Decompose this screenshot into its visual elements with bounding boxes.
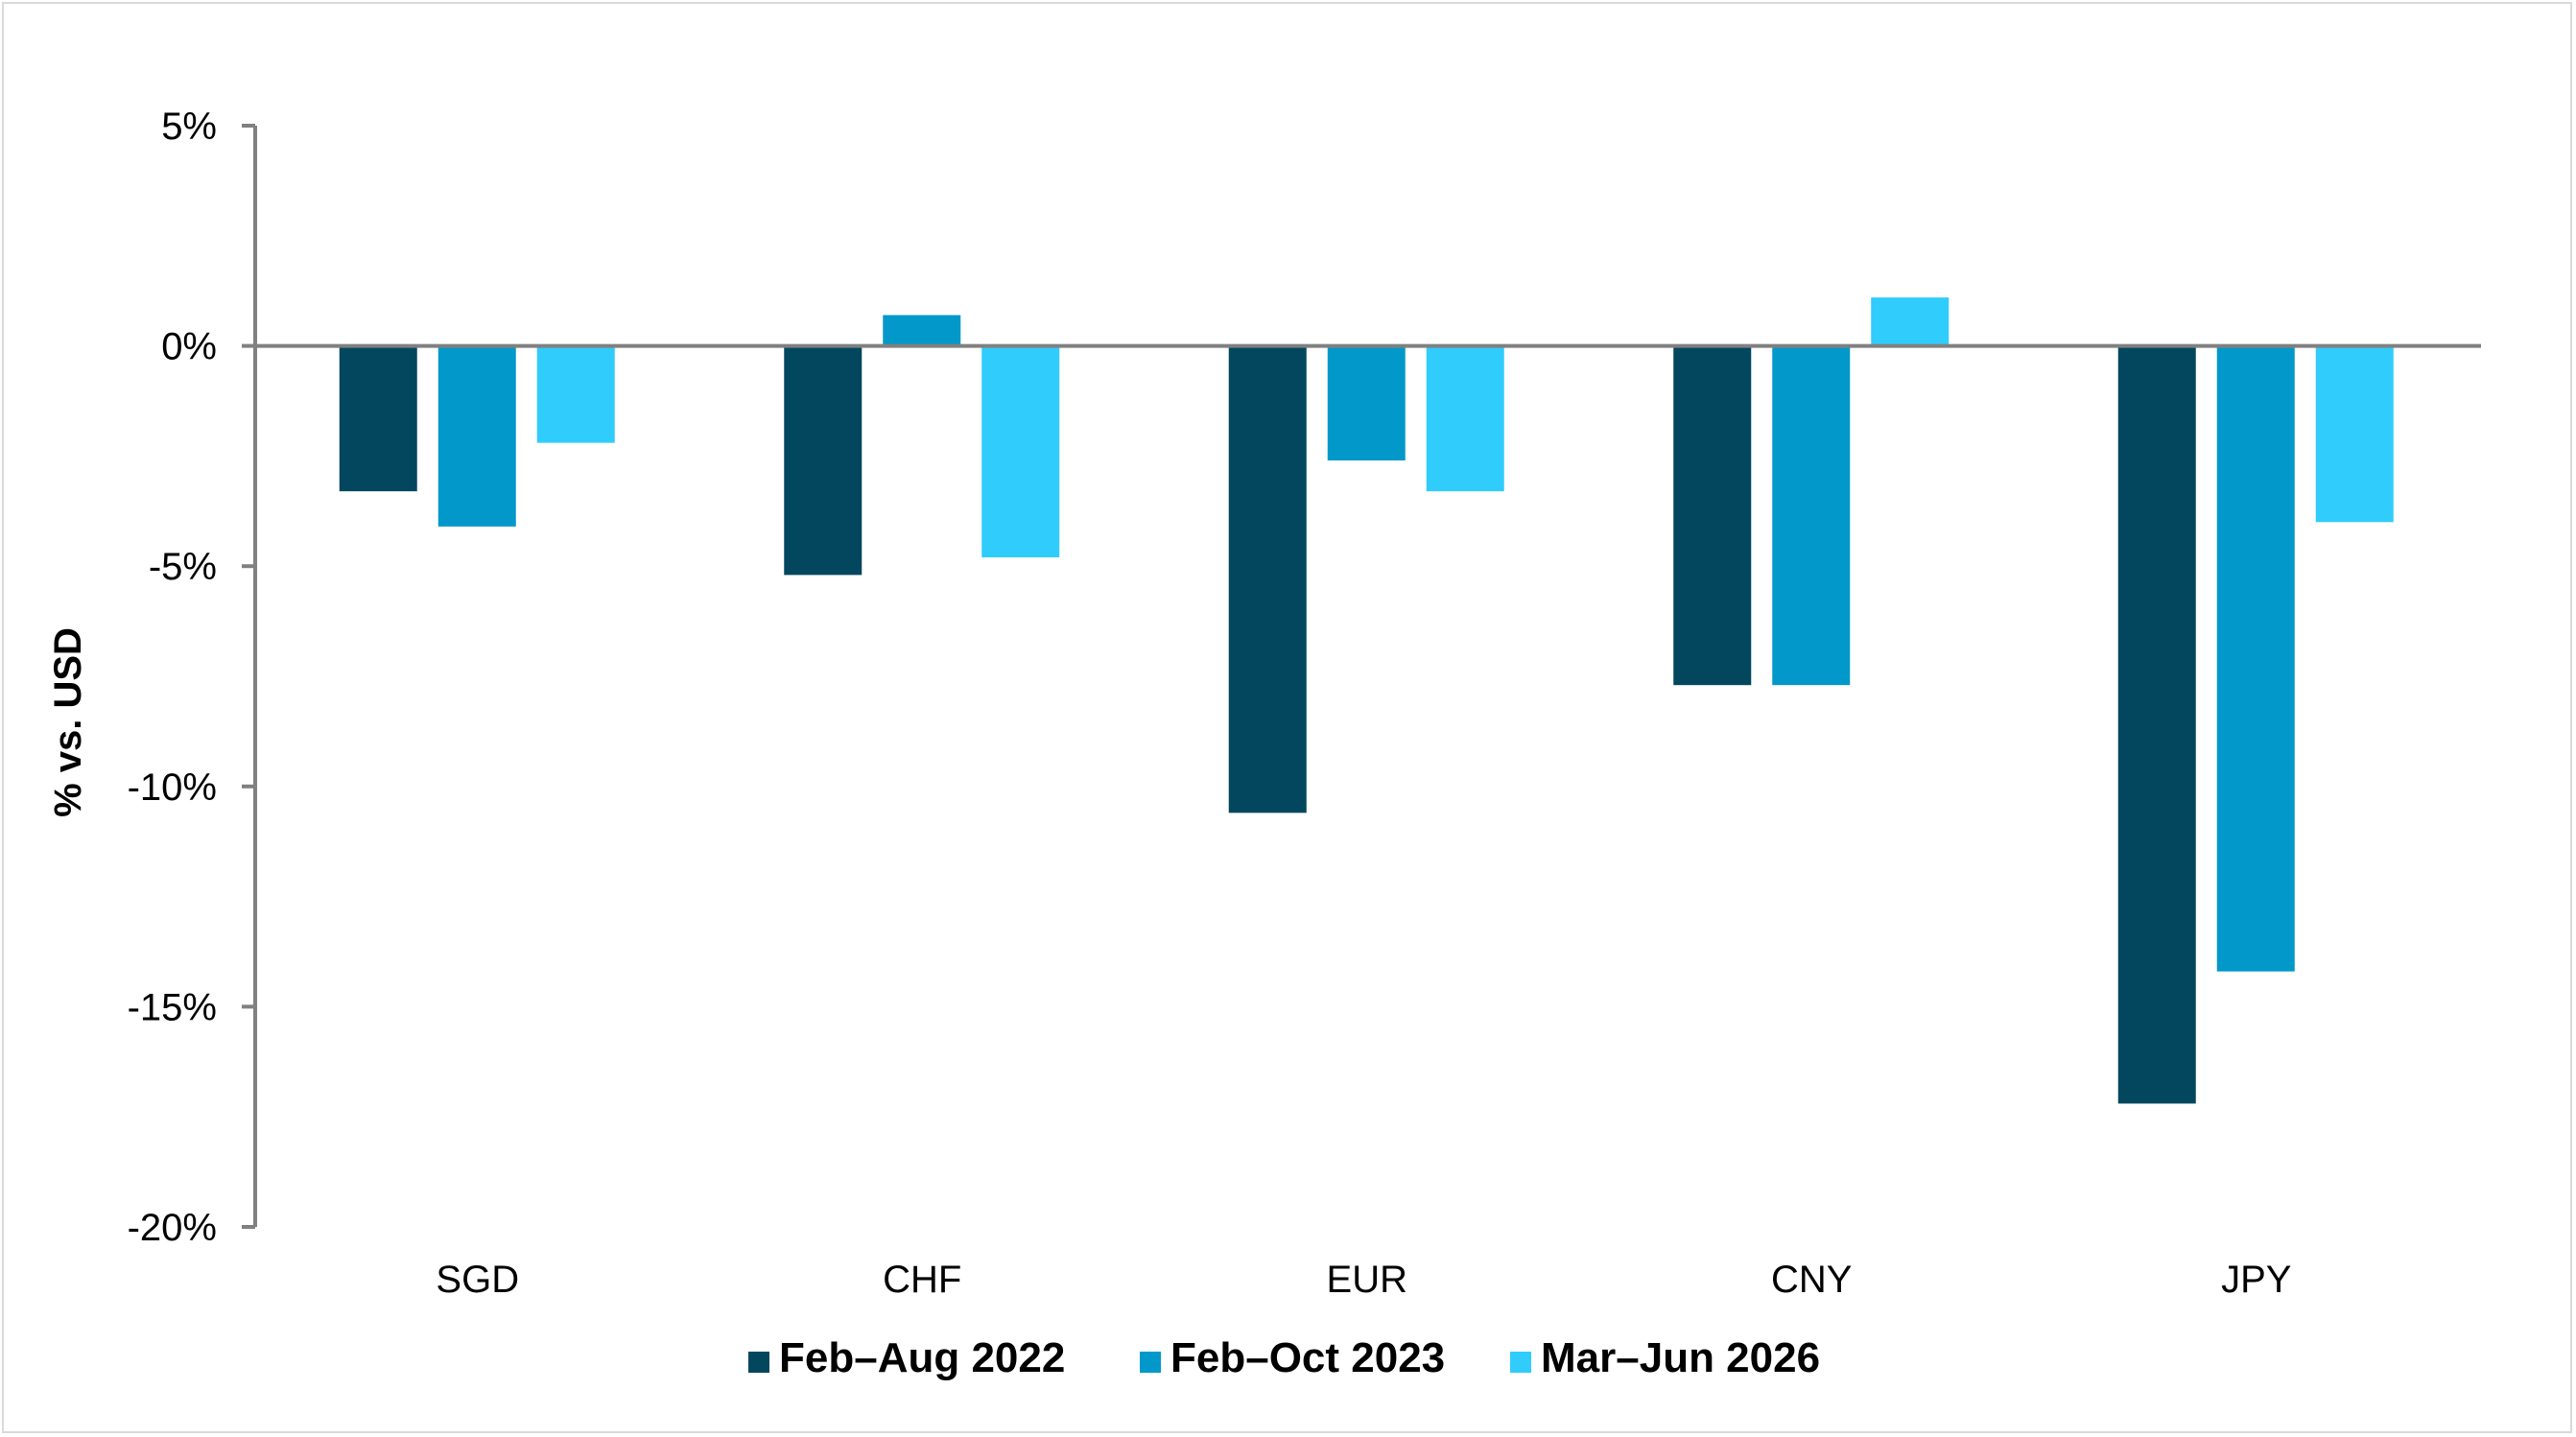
y-axis-title: % vs. USD bbox=[47, 627, 89, 817]
bar-sgd-series-1 bbox=[339, 345, 417, 492]
x-tick-label-sgd: SGD bbox=[436, 1259, 519, 1301]
x-tick-label-cny: CNY bbox=[1771, 1259, 1852, 1301]
bar-sgd-series-3 bbox=[536, 345, 615, 443]
legend-label-1: Feb–Aug 2022 bbox=[779, 1334, 1065, 1381]
bar-cny-series-3 bbox=[1871, 297, 1950, 346]
bar-chf-series-3 bbox=[981, 345, 1060, 558]
bar-chf-series-1 bbox=[784, 345, 863, 576]
x-tick-label-eur: EUR bbox=[1327, 1259, 1407, 1301]
bars bbox=[339, 297, 2394, 1104]
x-tick-label-chf: CHF bbox=[883, 1259, 961, 1301]
y-tick-label: 0% bbox=[161, 326, 217, 368]
bar-eur-series-1 bbox=[1228, 345, 1307, 813]
bar-sgd-series-2 bbox=[437, 345, 516, 527]
legend-label-3: Mar–Jun 2026 bbox=[1541, 1334, 1820, 1381]
bar-jpy-series-2 bbox=[2216, 345, 2295, 972]
y-tick-label: 5% bbox=[161, 106, 217, 148]
y-tick-label: -10% bbox=[128, 766, 217, 809]
bar-cny-series-2 bbox=[1772, 345, 1851, 686]
x-tick-label-jpy: JPY bbox=[2221, 1259, 2291, 1301]
y-axis: 5% 0% -5% -10% -15% -20% bbox=[128, 106, 257, 1249]
bar-eur-series-3 bbox=[1426, 345, 1504, 492]
legend-label-2: Feb–Oct 2023 bbox=[1170, 1334, 1445, 1381]
bar-jpy-series-3 bbox=[2315, 345, 2394, 523]
x-axis-labels: SGD CHF EUR CNY JPY bbox=[436, 1259, 2291, 1301]
legend-swatch-2 bbox=[1140, 1352, 1161, 1373]
legend: Feb–Aug 2022 Feb–Oct 2023 Mar–Jun 2026 bbox=[748, 1334, 1820, 1381]
bar-jpy-series-1 bbox=[2117, 345, 2196, 1104]
legend-swatch-1 bbox=[748, 1352, 769, 1373]
y-tick-label: -20% bbox=[128, 1207, 217, 1249]
bar-chf-series-2 bbox=[883, 315, 961, 346]
bar-cny-series-1 bbox=[1673, 345, 1752, 686]
y-tick-label: -5% bbox=[149, 546, 217, 588]
bar-eur-series-2 bbox=[1327, 345, 1406, 460]
y-tick-label: -15% bbox=[128, 986, 217, 1028]
legend-swatch-3 bbox=[1510, 1352, 1531, 1373]
